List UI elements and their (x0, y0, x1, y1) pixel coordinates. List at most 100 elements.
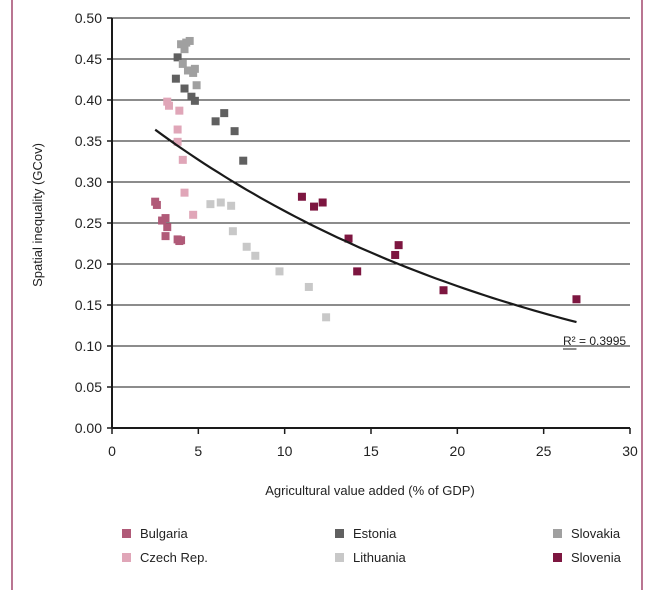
y-tick-label: 0.10 (75, 338, 102, 354)
legend-label: Lithuania (353, 550, 407, 565)
series-slovakia (177, 36, 201, 90)
y-tick-label: 0.15 (75, 297, 102, 313)
legend-item-slovakia: Slovakia (553, 526, 621, 541)
tick-labels: 0.00 0.05 0.10 0.15 0.20 0.25 0.30 0.35 0.40 0.45… (75, 10, 638, 459)
x-tick-label: 0 (108, 443, 116, 459)
data-point (189, 68, 198, 77)
data-point (180, 188, 189, 197)
gridlines (112, 17, 630, 388)
y-tick-label: 0.00 (75, 420, 102, 436)
data-point (206, 200, 215, 209)
data-point (297, 192, 306, 201)
x-tick-label: 20 (450, 443, 466, 459)
y-tick-label: 0.25 (75, 215, 102, 231)
x-tick-label: 30 (622, 443, 638, 459)
legend-swatch (122, 529, 131, 538)
data-point (173, 125, 182, 134)
data-point (173, 137, 182, 146)
data-point (310, 202, 319, 211)
data-point (353, 267, 362, 276)
data-point (180, 45, 189, 54)
data-point (227, 201, 236, 210)
x-tick-label: 10 (277, 443, 293, 459)
trendline-group: R² = 0.3995 (154, 128, 626, 350)
data-point (161, 232, 170, 241)
data-point (242, 242, 251, 251)
y-tick-label: 0.40 (75, 92, 102, 108)
x-tick-label: 25 (536, 443, 552, 459)
data-point (189, 210, 198, 219)
series-lithuania (206, 198, 331, 322)
data-point (228, 227, 237, 236)
data-point (183, 66, 192, 75)
x-axis-title: Agricultural value added (% of GDP) (265, 483, 475, 498)
data-point (175, 106, 184, 115)
data-point (180, 84, 189, 93)
legend-label: Slovenia (571, 550, 622, 565)
trendline (154, 128, 577, 324)
data-point (173, 53, 182, 62)
data-point (190, 64, 199, 73)
y-tick-label: 0.05 (75, 379, 102, 395)
data-point (190, 96, 199, 105)
data-point (322, 313, 331, 322)
y-tick-label: 0.30 (75, 174, 102, 190)
legend-swatch (553, 553, 562, 562)
data-point (220, 109, 229, 118)
data-points (151, 36, 581, 322)
data-point (230, 127, 239, 136)
y-tick-label: 0.50 (75, 10, 102, 26)
data-point (572, 295, 581, 304)
data-point (439, 286, 448, 295)
legend-label: Estonia (353, 526, 397, 541)
legend: Bulgaria Estonia Slovakia Czech Rep. Lithuan… (122, 526, 622, 565)
data-point (304, 282, 313, 291)
data-point (163, 97, 172, 106)
data-point (163, 223, 172, 232)
data-point (152, 200, 161, 209)
axes (107, 17, 631, 434)
legend-item-estonia: Estonia (335, 526, 397, 541)
data-point (211, 117, 220, 126)
legend-label: Slovakia (571, 526, 621, 541)
data-point (192, 81, 201, 90)
data-point (161, 214, 170, 223)
data-point (177, 40, 186, 49)
data-point (275, 267, 284, 276)
y-axis-title: Spatial inequality (GCov) (30, 143, 45, 287)
data-point (164, 101, 173, 110)
series-slovenia (297, 192, 581, 304)
data-point (187, 92, 196, 101)
data-point (391, 250, 400, 259)
series-bulgaria (151, 197, 186, 246)
legend-label: Bulgaria (140, 526, 188, 541)
legend-swatch (335, 529, 344, 538)
y-tick-label: 0.20 (75, 256, 102, 272)
data-point (178, 155, 187, 164)
data-point (216, 198, 225, 207)
legend-swatch (335, 553, 344, 562)
y-tick-label: 0.45 (75, 51, 102, 67)
legend-item-slovenia: Slovenia (553, 550, 622, 565)
r-squared-label: R² = 0.3995 (563, 334, 626, 348)
legend-item-czech-rep: Czech Rep. (122, 550, 208, 565)
data-point (394, 241, 403, 250)
series-czech-rep (163, 97, 198, 219)
data-point (251, 251, 260, 260)
x-tick-label: 5 (194, 443, 202, 459)
data-point (178, 59, 187, 68)
data-point (344, 234, 353, 243)
data-point (239, 156, 248, 165)
data-point (185, 36, 194, 45)
legend-swatch (553, 529, 562, 538)
data-point (171, 74, 180, 83)
data-point (318, 198, 327, 207)
y-tick-label: 0.35 (75, 133, 102, 149)
data-point (177, 236, 186, 245)
series-estonia (171, 53, 248, 165)
legend-item-bulgaria: Bulgaria (122, 526, 188, 541)
legend-label: Czech Rep. (140, 550, 208, 565)
x-tick-label: 15 (363, 443, 379, 459)
